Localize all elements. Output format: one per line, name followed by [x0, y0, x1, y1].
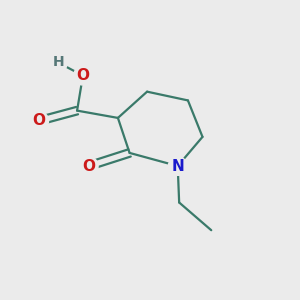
Text: O: O: [76, 68, 89, 83]
Text: N: N: [171, 158, 184, 173]
Circle shape: [49, 53, 68, 72]
Circle shape: [74, 66, 92, 85]
Circle shape: [30, 112, 49, 130]
Circle shape: [80, 157, 98, 175]
Text: O: O: [82, 158, 95, 173]
Text: O: O: [33, 113, 46, 128]
Circle shape: [168, 157, 187, 175]
Text: H: H: [52, 56, 64, 70]
